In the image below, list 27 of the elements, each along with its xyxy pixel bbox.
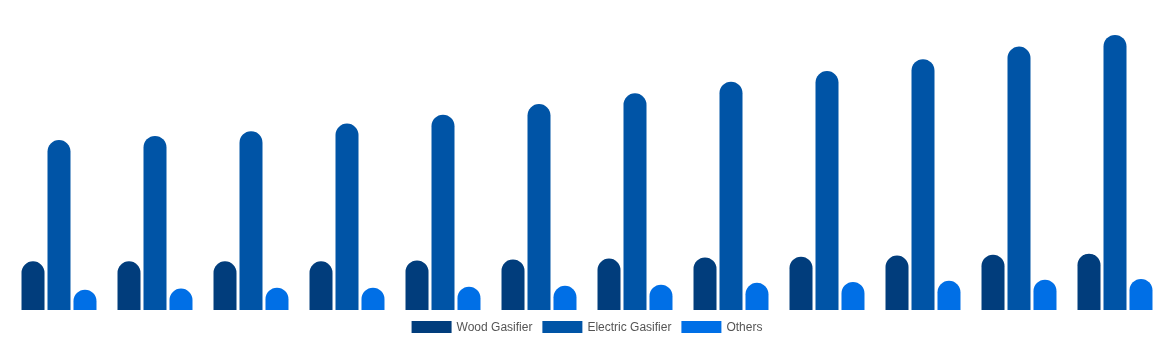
bar — [1103, 35, 1127, 310]
bar — [143, 135, 167, 310]
bar — [117, 261, 141, 310]
bar — [623, 93, 647, 310]
bar — [21, 261, 45, 310]
bar — [309, 261, 333, 310]
bar — [885, 255, 909, 310]
bar — [47, 140, 71, 310]
bar — [693, 257, 717, 310]
bar — [719, 81, 743, 310]
legend-label: Wood Gasifier — [456, 320, 533, 334]
bar — [815, 71, 839, 310]
bar — [405, 260, 429, 310]
legend-label: Electric Gasifier — [587, 320, 672, 334]
bar — [911, 59, 935, 310]
bar — [981, 254, 1005, 310]
bar — [789, 256, 813, 310]
bar — [431, 114, 455, 310]
bar — [239, 131, 263, 310]
legend-label: Others — [726, 320, 763, 334]
bar — [213, 261, 237, 310]
bar — [527, 104, 551, 310]
bar — [1007, 46, 1031, 310]
bar — [597, 258, 621, 310]
bar — [501, 259, 525, 310]
bar — [1077, 253, 1101, 310]
bar — [335, 123, 359, 310]
